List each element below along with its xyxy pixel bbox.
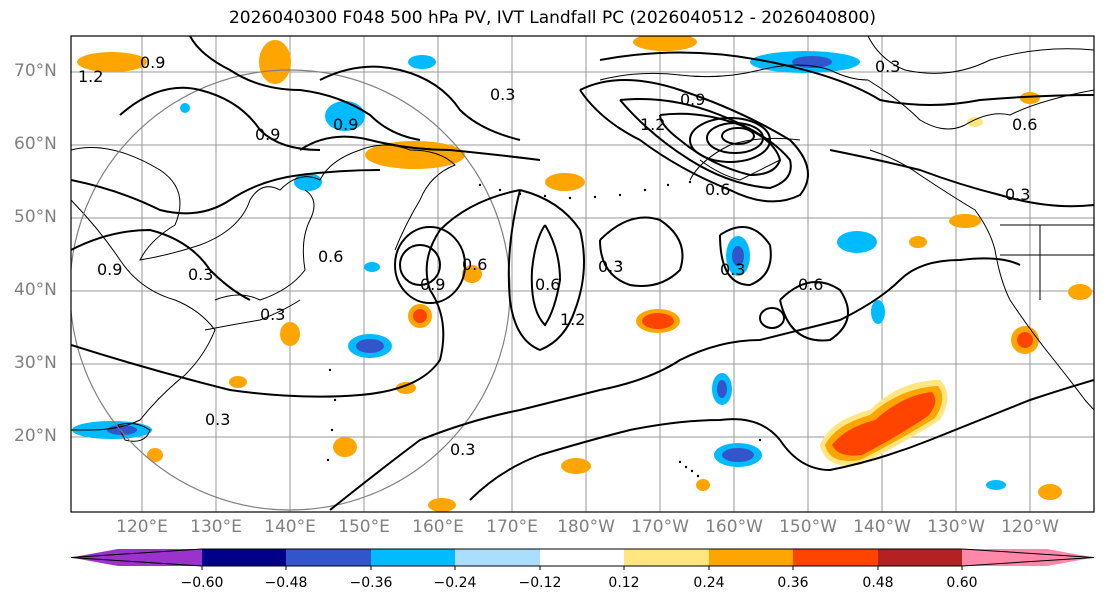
colorbar-tick: 0.48 <box>862 575 894 591</box>
contour-label: 0.9 <box>333 115 358 134</box>
lon-label: 130°W <box>927 517 985 537</box>
lon-label: 150°E <box>338 517 390 537</box>
lat-label: 50°N <box>14 207 57 227</box>
colorbar-segment <box>71 549 202 566</box>
colorbar-tick: 0.12 <box>608 575 640 591</box>
contour-label: 0.3 <box>598 257 623 276</box>
contour-label: 1.2 <box>640 115 665 134</box>
lon-label: 160°W <box>705 517 763 537</box>
lon-label: 150°W <box>779 517 837 537</box>
contour-label: 0.9 <box>680 90 705 109</box>
lon-label: 180°W <box>557 517 615 537</box>
coastlines <box>71 36 1094 442</box>
contour-label: 0.3 <box>720 260 745 279</box>
colorbar-segment <box>962 549 1094 566</box>
lon-label: 130°E <box>190 517 242 537</box>
contour-label: 0.6 <box>535 275 560 294</box>
lat-label: 40°N <box>14 280 57 300</box>
colorbar-tick: −0.12 <box>518 575 562 591</box>
colorbar-segment <box>878 549 962 566</box>
lon-label: 120°W <box>1001 517 1059 537</box>
contour-label: 0.3 <box>490 85 515 104</box>
colorbar-segment <box>371 549 455 566</box>
contour-label: 0.6 <box>798 275 823 294</box>
contour-labels: 0.3 0.3 0.3 0.3 0.3 0.3 0.3 0.3 0.3 0.6 … <box>78 53 1037 459</box>
contour-label: 0.9 <box>255 125 280 144</box>
lat-label: 20°N <box>14 426 57 446</box>
contour-label: 0.3 <box>875 57 900 76</box>
colorbar-tick: −0.60 <box>180 575 224 591</box>
lon-label: 120°E <box>116 517 168 537</box>
island-chain <box>326 180 762 478</box>
colorbar-tick: −0.24 <box>433 575 477 591</box>
contour-label: 0.6 <box>462 255 487 274</box>
contour-label: 1.2 <box>560 310 585 329</box>
lon-label: 140°E <box>264 517 316 537</box>
lon-label: 170°W <box>631 517 689 537</box>
lon-label: 160°E <box>412 517 464 537</box>
colorbar-segment <box>793 549 878 566</box>
lat-label: 30°N <box>14 353 57 373</box>
contour-label: 0.9 <box>97 260 122 279</box>
shading-positive <box>77 36 1092 512</box>
contour-label: 0.3 <box>205 410 230 429</box>
lat-label: 70°N <box>14 61 57 81</box>
contour-label: 0.3 <box>188 265 213 284</box>
lat-label: 60°N <box>14 134 57 154</box>
colorbar-segment <box>455 549 540 566</box>
contour-label: 1.2 <box>78 67 103 86</box>
colorbar-tick: 0.60 <box>946 575 978 591</box>
colorbar-tick: −0.36 <box>349 575 393 591</box>
contour-label: 0.3 <box>450 440 475 459</box>
lon-label: 140°W <box>853 517 911 537</box>
colorbar-tick: 0.36 <box>777 575 809 591</box>
map-frame <box>70 35 1095 513</box>
colorbar-segment <box>540 549 624 566</box>
colorbar-segment <box>624 549 709 566</box>
colorbar-segments <box>70 548 1095 570</box>
colorbar-segment <box>709 549 793 566</box>
pv-contours <box>71 36 1094 511</box>
map-title: 2026040300 F048 500 hPa PV, IVT Landfall… <box>228 8 876 28</box>
contour-label: 0.3 <box>1005 185 1030 204</box>
lon-label: 170°E <box>486 517 538 537</box>
colorbar-segment <box>202 549 286 566</box>
colorbar-tick: −0.48 <box>264 575 308 591</box>
colorbar-tick: 0.24 <box>693 575 725 591</box>
contour-label: 0.9 <box>420 275 445 294</box>
contour-label: 0.9 <box>140 53 165 72</box>
contour-label: 0.6 <box>705 180 730 199</box>
contour-label: 0.6 <box>318 247 343 266</box>
colorbar-segment <box>286 549 371 566</box>
contour-label: 0.3 <box>260 305 285 324</box>
contour-label: 0.6 <box>1012 115 1037 134</box>
